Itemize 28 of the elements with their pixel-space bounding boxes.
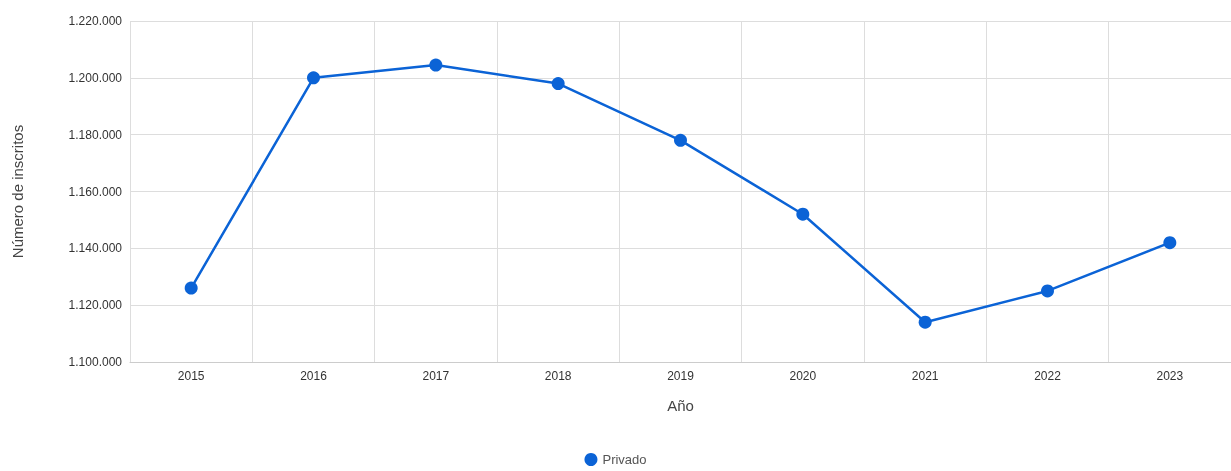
x-tick-label: 2016	[300, 369, 328, 383]
y-tick-label: 1.200.000	[68, 70, 123, 85]
x-axis-title: Año	[667, 397, 694, 414]
y-tick-label: 1.140.000	[68, 241, 123, 256]
y-tick-label: 1.120.000	[68, 298, 123, 313]
y-tick-label: 1.180.000	[68, 127, 123, 142]
point	[307, 71, 320, 85]
point	[674, 133, 687, 147]
x-tick-label: 2019	[667, 369, 695, 383]
x-tick-label: 2018	[544, 369, 572, 383]
x-tick-label: 2017	[422, 369, 450, 383]
y-tick-label: 1.160.000	[68, 184, 123, 199]
point	[551, 77, 565, 91]
x-tick-label: 2022	[1034, 369, 1062, 383]
y-tick-label: 1.220.000	[68, 14, 123, 28]
point	[184, 281, 198, 295]
y-axis-title: Número de inscritos	[9, 124, 26, 259]
legend-label: Privado	[602, 452, 647, 467]
point	[1041, 284, 1054, 298]
x-tick-label: 2023	[1156, 369, 1184, 383]
point	[918, 315, 932, 329]
point	[1163, 236, 1177, 250]
x-tick-label: 2015	[177, 369, 205, 383]
x-tick-label: 2021	[911, 369, 939, 383]
point	[796, 207, 810, 221]
point	[429, 58, 443, 72]
x-tick-label: 2020	[789, 369, 817, 383]
y-tick-label: 1.100.000	[68, 355, 123, 369]
